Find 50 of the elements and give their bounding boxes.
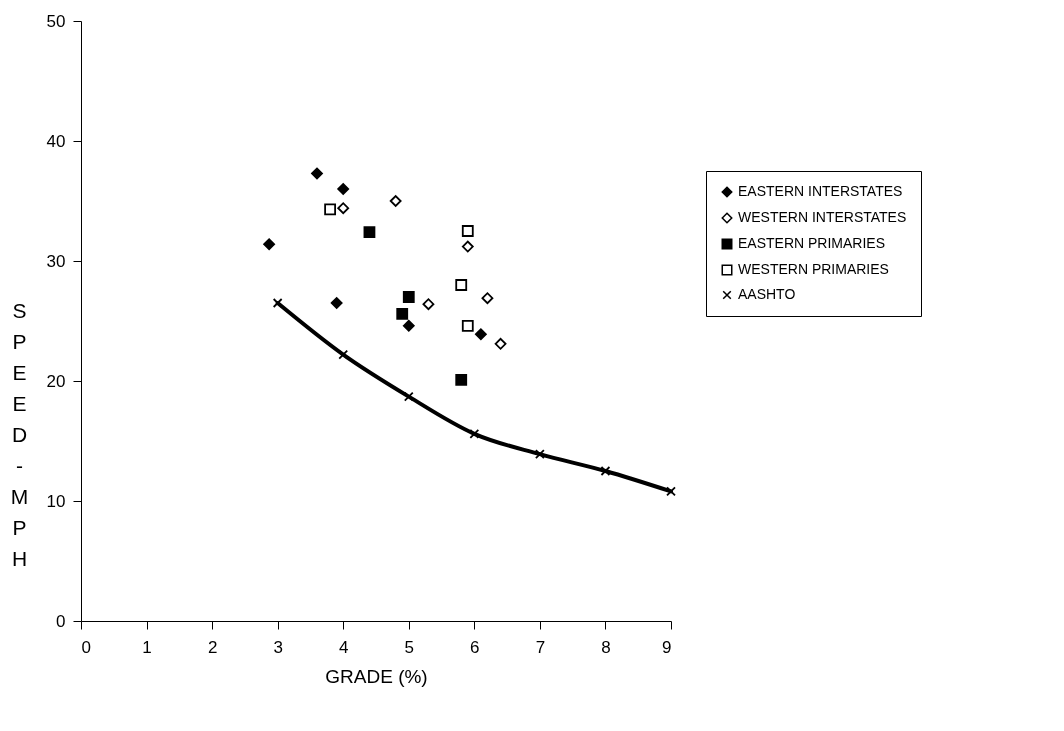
x-tick-label: 3: [273, 637, 283, 657]
point: [455, 279, 468, 291]
point: [600, 466, 611, 476]
point: [389, 195, 402, 207]
point: [311, 167, 323, 180]
x-tick-label: 5: [404, 637, 415, 657]
y-tick-label: 20: [46, 371, 66, 391]
point: [534, 449, 545, 460]
legend-label: WESTERN PRIMARIES: [738, 261, 889, 277]
point: [402, 291, 415, 303]
point: [338, 349, 349, 360]
x-axis-title: GRADE (%): [325, 665, 428, 687]
x-tick-label: 8: [601, 637, 611, 657]
text: SPEED-MPH: [10, 298, 29, 570]
point: [461, 319, 474, 332]
point: [324, 203, 337, 216]
point: [455, 373, 468, 386]
legend-label: WESTERN INTERSTATES: [738, 209, 907, 225]
point: [461, 240, 474, 253]
y-tick-label: 0: [56, 611, 66, 631]
y-tick-label: 30: [46, 251, 66, 271]
legend-label: AASHTO: [738, 286, 796, 302]
point: [330, 297, 343, 309]
point: [337, 202, 350, 215]
point: [272, 298, 283, 308]
point: [666, 486, 676, 497]
point: [396, 307, 409, 320]
point: [422, 298, 435, 311]
y-tick-label: 50: [46, 11, 66, 31]
legend-label: EASTERN PRIMARIES: [738, 235, 886, 251]
legend-label: EASTERN INTERSTATES: [738, 183, 903, 199]
point: [337, 183, 350, 195]
point: [469, 428, 480, 439]
point: [403, 391, 414, 402]
point: [263, 238, 276, 251]
y-tick-label: 10: [46, 491, 66, 511]
y-tick-label: 40: [46, 131, 66, 151]
point: [402, 319, 415, 332]
x-tick-label: 4: [338, 637, 349, 657]
point: [474, 328, 487, 341]
point: [363, 226, 376, 239]
x-tick-label: 1: [142, 637, 152, 657]
x-tick-label: 2: [207, 637, 218, 657]
point: [481, 292, 494, 305]
x-tick-label: 6: [470, 637, 480, 657]
x-tick-label: 0: [81, 637, 91, 657]
point: [494, 337, 507, 350]
point: [461, 225, 474, 237]
x-tick-label: 9: [662, 637, 672, 657]
x-tick-label: 7: [535, 637, 546, 657]
